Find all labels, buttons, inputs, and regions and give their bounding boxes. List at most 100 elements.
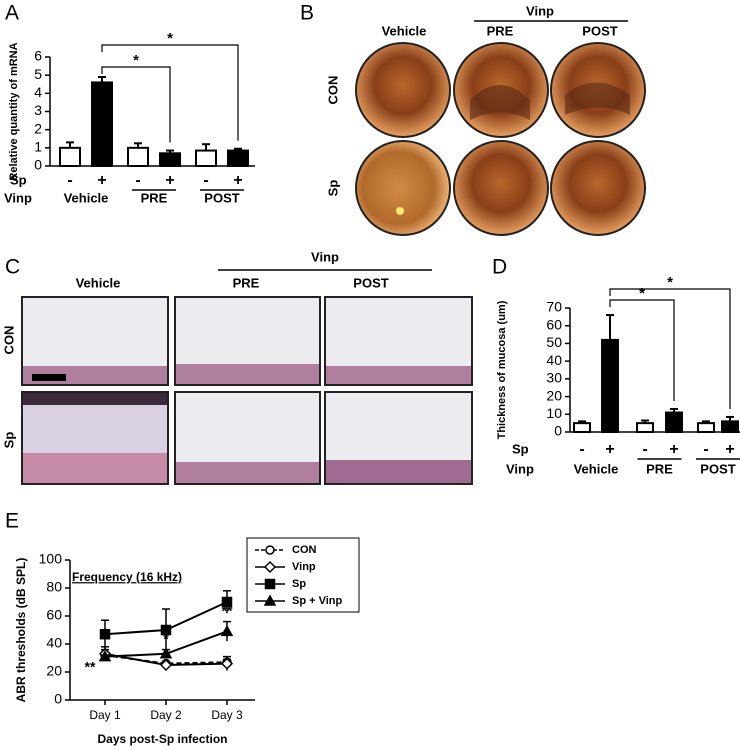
marker: [220, 657, 234, 670]
marker: [265, 545, 275, 555]
bar: [227, 149, 249, 168]
x-axis-label: Days post-Sp infection: [97, 732, 227, 746]
row-label: Sp: [10, 172, 27, 187]
y-tick-label: 4: [34, 84, 42, 100]
annotation: *: [667, 274, 673, 291]
group-label: POST: [700, 461, 735, 476]
legend-label: CON: [292, 544, 317, 556]
y-axis-label: Relative quantity of mRNA: [8, 42, 20, 180]
y-tick-label: 20: [546, 387, 562, 403]
bar: [59, 146, 81, 167]
y-tick-label: 60: [46, 607, 62, 623]
annotation: **: [222, 603, 233, 619]
y-tick-label: 70: [546, 299, 562, 315]
panel-letter: A: [5, 2, 19, 25]
legend-label: Sp: [292, 578, 306, 590]
row-label: CON: [1, 326, 16, 355]
chart-title: Frequency (16 kHz): [72, 570, 182, 584]
bar: [127, 146, 149, 167]
column-label: PRE: [487, 23, 514, 38]
x-tick-label: Day 2: [150, 708, 182, 722]
y-tick-label: 80: [46, 579, 62, 595]
column-label: POST: [582, 23, 617, 38]
marker: [263, 594, 277, 606]
x-tick-label: +: [669, 441, 678, 458]
otoscope-images: [355, 42, 646, 236]
x-tick-label: +: [725, 441, 734, 458]
y-tick-label: 20: [46, 663, 62, 679]
x-tick-label: +: [97, 172, 106, 189]
x-tick-label: Day 1: [89, 708, 121, 722]
marker: [98, 650, 112, 662]
x-tick-label: -: [579, 441, 584, 458]
row-label: Sp: [1, 432, 16, 449]
x-tick-label: +: [605, 441, 614, 458]
bar: [636, 422, 654, 433]
y-axis-label: Thickness of mucosa (um): [496, 300, 508, 439]
x-tick-label: -: [67, 172, 72, 189]
bar: [721, 420, 739, 434]
row-label: Vinp: [506, 461, 534, 476]
bar: [195, 149, 217, 168]
marker: [220, 624, 234, 637]
column-label: Vehicle: [382, 23, 427, 38]
y-axis-label: ABR thresholds (dB SPL): [14, 558, 28, 703]
y-tick-label: 5: [34, 66, 42, 82]
y-tick-label: 2: [34, 120, 42, 136]
significance-bracket: [609, 299, 675, 401]
annotation: *: [167, 30, 173, 47]
column-group-label: Vinp: [311, 249, 339, 264]
marker: [159, 658, 173, 672]
marker: [160, 624, 172, 636]
group-label: Vehicle: [64, 190, 109, 205]
y-tick-label: 0: [34, 157, 42, 173]
x-tick-label: -: [135, 172, 140, 189]
legend-label: Sp + Vinp: [292, 595, 343, 607]
y-tick-label: 0: [554, 423, 562, 439]
marker: [221, 596, 233, 608]
panel-letter: D: [492, 256, 507, 279]
annotation: *: [163, 631, 169, 647]
y-tick-label: 1: [34, 139, 42, 155]
y-tick-label: 6: [34, 48, 42, 64]
row-label: Sp: [512, 441, 529, 456]
row-label: Sp: [325, 180, 340, 197]
group-label: POST: [204, 190, 239, 205]
histology-images: [21, 296, 473, 485]
x-tick-label: -: [642, 441, 647, 458]
bar: [573, 422, 591, 433]
row-label: Vinp: [4, 190, 32, 205]
group-label: Vehicle: [574, 461, 619, 476]
x-tick-label: +: [165, 172, 174, 189]
column-label: Vehicle: [76, 275, 121, 290]
y-tick-label: 40: [546, 352, 562, 368]
significance-bracket: [101, 44, 239, 141]
marker: [263, 560, 277, 574]
row-label: CON: [325, 76, 340, 105]
column-label: PRE: [233, 275, 260, 290]
y-tick-label: 3: [34, 102, 42, 118]
x-tick-label: -: [203, 172, 208, 189]
annotation: **: [85, 659, 96, 675]
panel-letter: E: [5, 510, 19, 533]
marker: [159, 647, 173, 659]
x-tick-label: +: [233, 172, 242, 189]
annotation: *: [133, 52, 139, 69]
significance-bracket: [609, 288, 731, 409]
bar: [697, 422, 715, 433]
marker: [99, 628, 111, 640]
y-tick-label: 30: [546, 370, 562, 386]
annotation: *: [639, 285, 645, 302]
y-tick-label: 100: [39, 551, 63, 567]
y-tick-label: 40: [46, 635, 62, 651]
group-label: PRE: [141, 190, 168, 205]
group-label: PRE: [646, 461, 673, 476]
panel-letter: C: [5, 256, 20, 279]
column-group-label: Vinp: [526, 3, 554, 18]
y-tick-label: 60: [546, 316, 562, 332]
bar: [91, 81, 113, 167]
x-tick-label: -: [703, 441, 708, 458]
column-label: POST: [353, 275, 388, 290]
significance-bracket: [101, 66, 171, 143]
